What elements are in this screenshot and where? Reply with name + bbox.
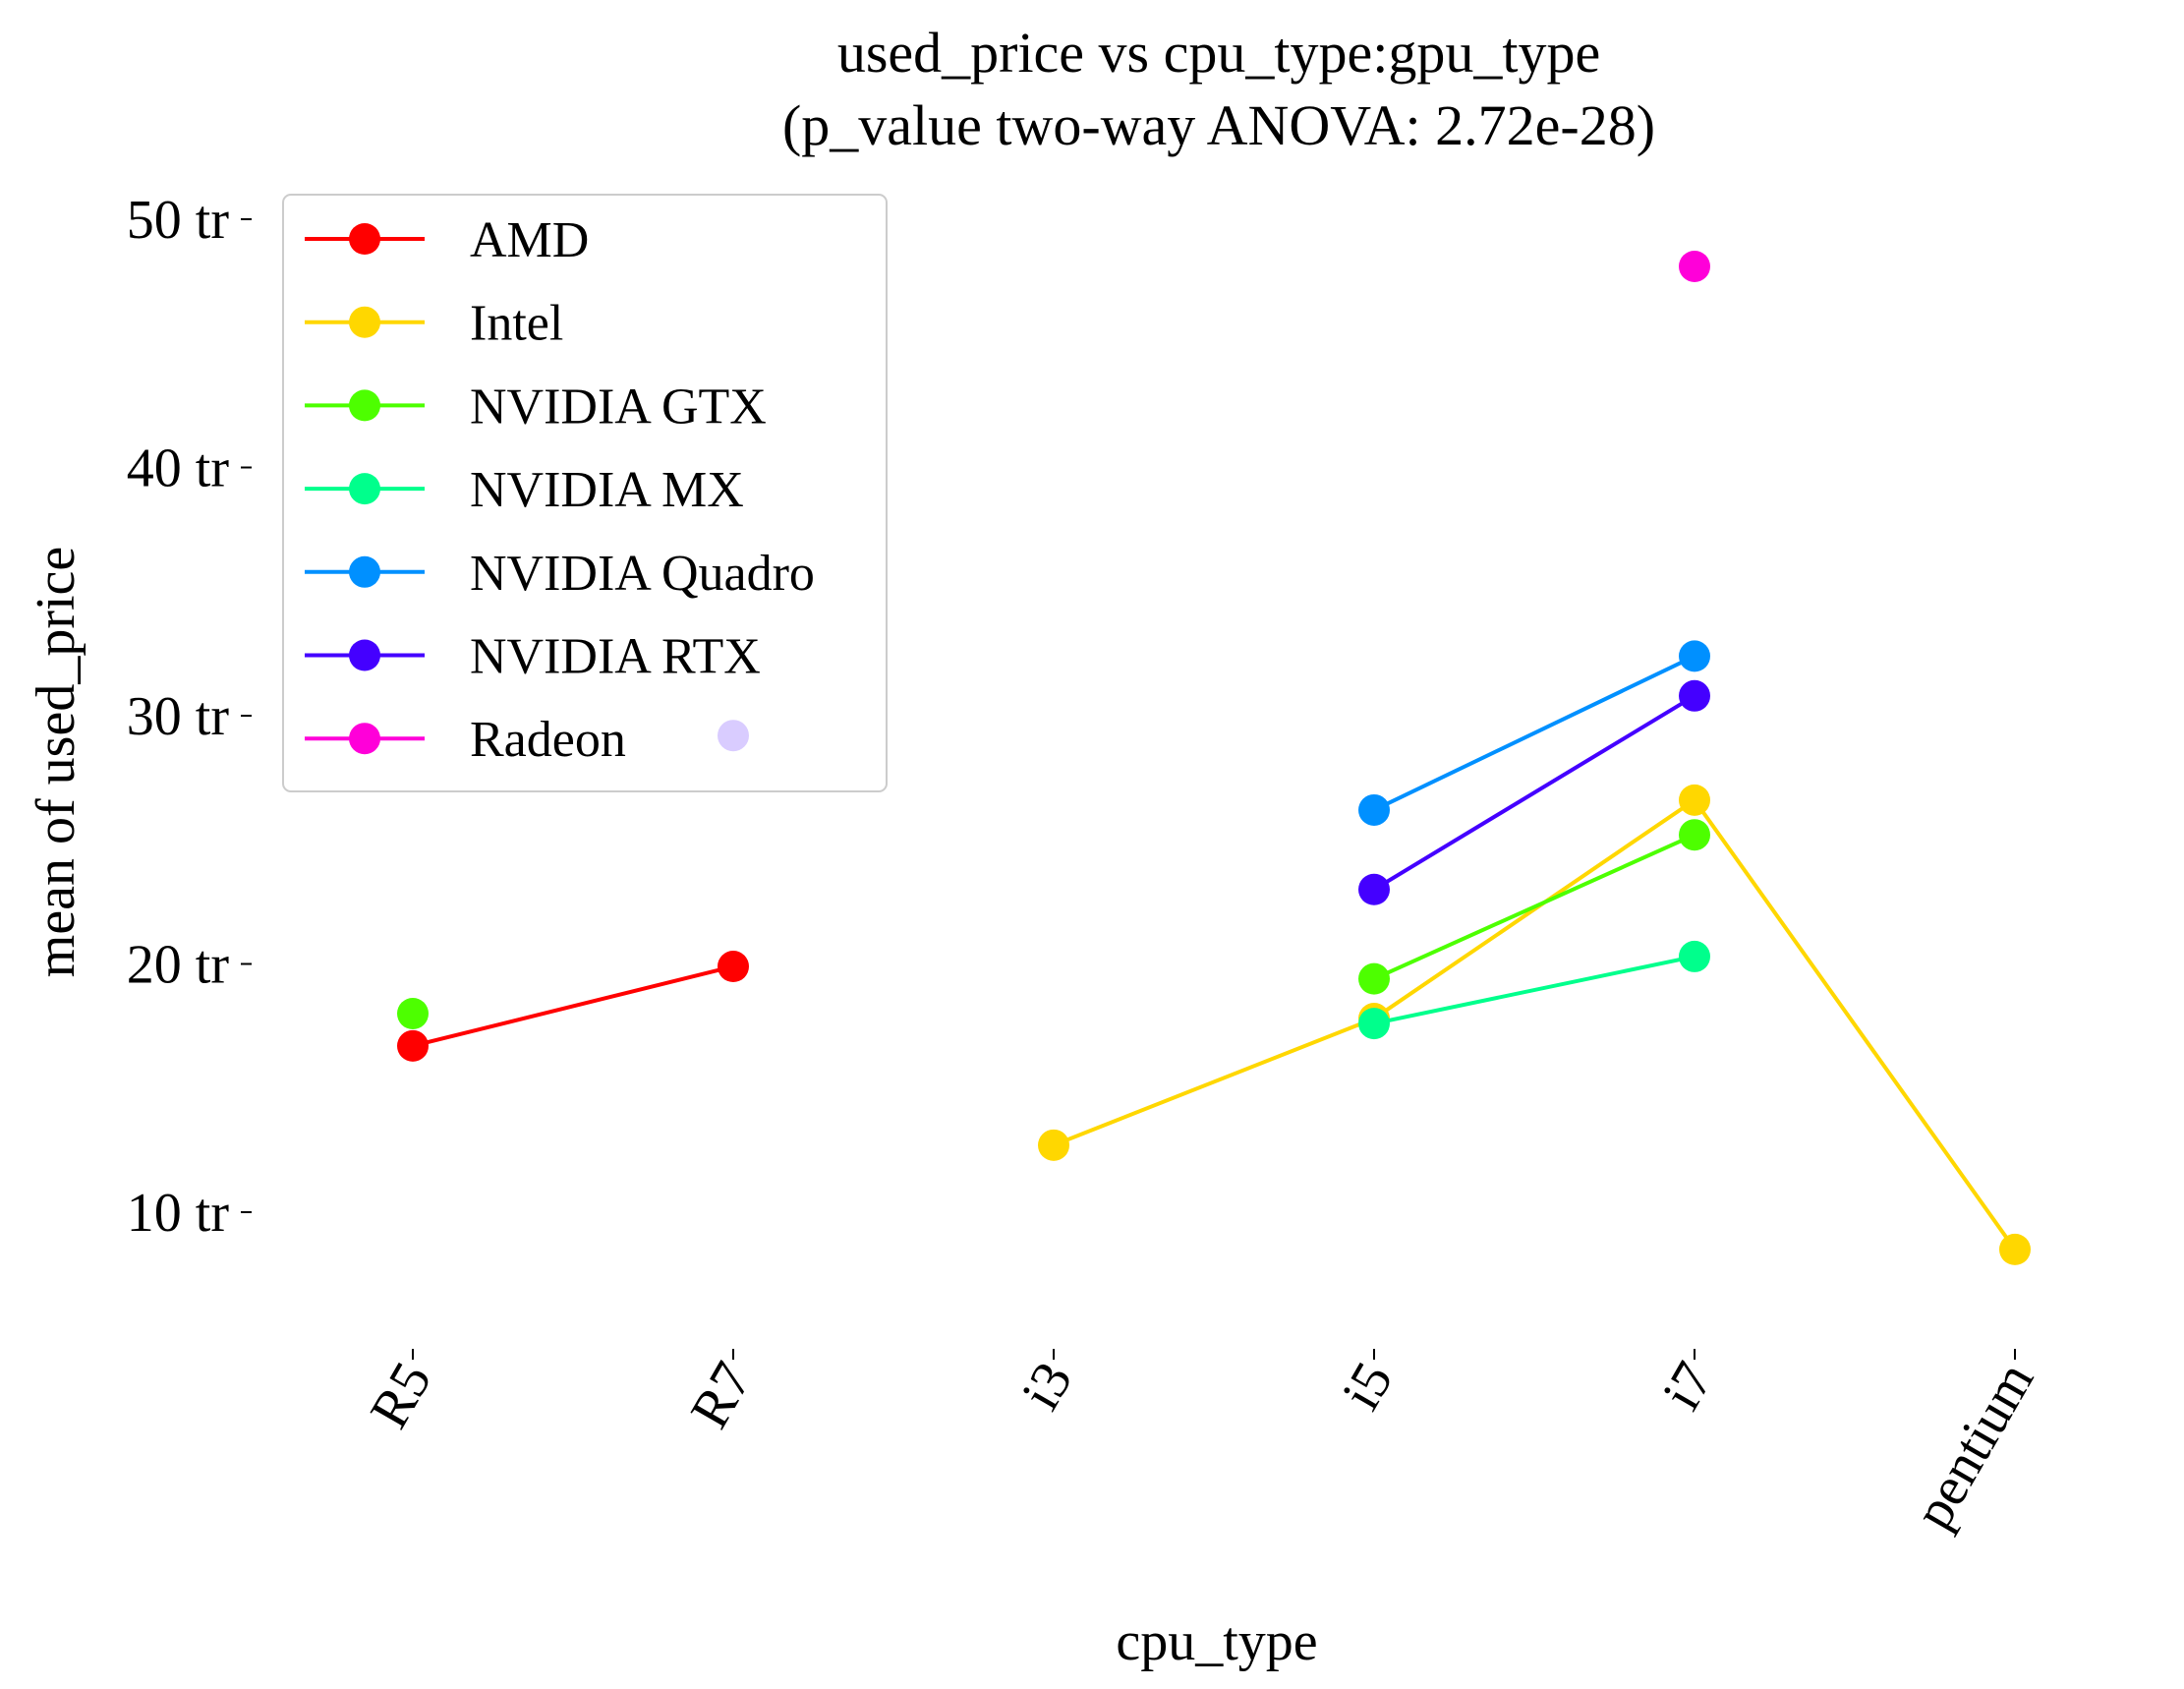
legend-swatch-marker <box>349 555 380 588</box>
series-group <box>1038 784 2031 1265</box>
legend-label: NVIDIA MX <box>470 462 744 518</box>
data-point <box>1679 940 1710 972</box>
series-line <box>1053 797 2017 1252</box>
x-tick-label: pentium <box>1903 1353 2045 1540</box>
series-group <box>397 951 749 1062</box>
y-tick-label: 30 tr <box>127 686 230 747</box>
series-line <box>412 964 734 1048</box>
x-tick-label: i7 <box>1651 1353 1725 1421</box>
series-line <box>1373 654 1695 812</box>
data-point <box>718 951 749 983</box>
data-point <box>1679 679 1710 712</box>
legend-item: NVIDIA MX <box>305 462 744 518</box>
data-point <box>1358 873 1390 905</box>
series-group <box>1679 250 1710 282</box>
y-tick-label: 10 tr <box>127 1183 230 1244</box>
series-group <box>1358 640 1710 826</box>
legend-swatch-marker <box>349 223 380 255</box>
x-tick-label: R5 <box>359 1353 443 1439</box>
data-point <box>1358 962 1390 995</box>
x-tick-label: R7 <box>679 1353 764 1439</box>
legend-item: Intel <box>305 296 563 352</box>
data-point <box>1679 819 1710 851</box>
chart-subtitle: (p_value two-way ANOVA: 2.72e-28) <box>782 93 1655 157</box>
legend-label: NVIDIA RTX <box>470 629 761 685</box>
chart-title: used_price vs cpu_type:gpu_type <box>837 21 1600 85</box>
legend-item: Radeon <box>305 712 626 768</box>
series-line <box>1373 833 1695 981</box>
legend-frame <box>282 194 888 792</box>
legend-label: NVIDIA Quadro <box>470 546 815 602</box>
data-point <box>397 998 429 1029</box>
y-tick-label: 50 tr <box>127 190 230 251</box>
legend-item: NVIDIA RTX <box>305 629 761 685</box>
legend-swatch-marker <box>349 306 380 338</box>
legend-swatch-marker <box>349 473 380 505</box>
x-axis-label: cpu_type <box>1116 1611 1317 1672</box>
y-axis-label: mean of used_price <box>26 547 86 977</box>
legend-swatch-marker <box>349 389 380 422</box>
legend-swatch-marker <box>349 639 380 671</box>
series-line <box>1373 954 1695 1026</box>
y-tick-label: 40 tr <box>127 438 230 499</box>
series-group <box>397 819 1710 1029</box>
series-group <box>1358 940 1710 1040</box>
legend-label: NVIDIA GTX <box>470 379 767 435</box>
legend-item: NVIDIA GTX <box>305 379 767 435</box>
legend-label: Intel <box>470 296 563 352</box>
series-line <box>1372 694 1696 892</box>
data-point <box>1679 250 1710 282</box>
data-point <box>1358 793 1390 826</box>
legend-item: AMD <box>305 212 589 268</box>
x-tick-label: i5 <box>1331 1353 1405 1421</box>
data-point <box>1999 1233 2031 1265</box>
x-tick-label: i3 <box>1010 1353 1084 1421</box>
data-point <box>1358 1008 1390 1040</box>
legend: AMD Intel NVIDIA GTX NVIDIA MX NVIDIA Quadro… <box>282 194 888 792</box>
data-point <box>1679 640 1710 672</box>
legend-swatch-marker <box>349 723 380 755</box>
legend-label: AMD <box>470 212 589 268</box>
data-point <box>1679 784 1710 816</box>
data-point <box>1038 1129 1069 1161</box>
y-tick-label: 20 tr <box>127 935 230 996</box>
legend-label: Radeon <box>470 712 626 768</box>
legend-item: NVIDIA Quadro <box>305 546 815 602</box>
y-axis: 10 tr 20 tr 30 tr 40 tr 50 tr <box>127 190 252 1244</box>
data-point <box>397 1029 429 1062</box>
x-axis: R5 R7 i3 i5 i7 pentium <box>359 1349 2045 1539</box>
